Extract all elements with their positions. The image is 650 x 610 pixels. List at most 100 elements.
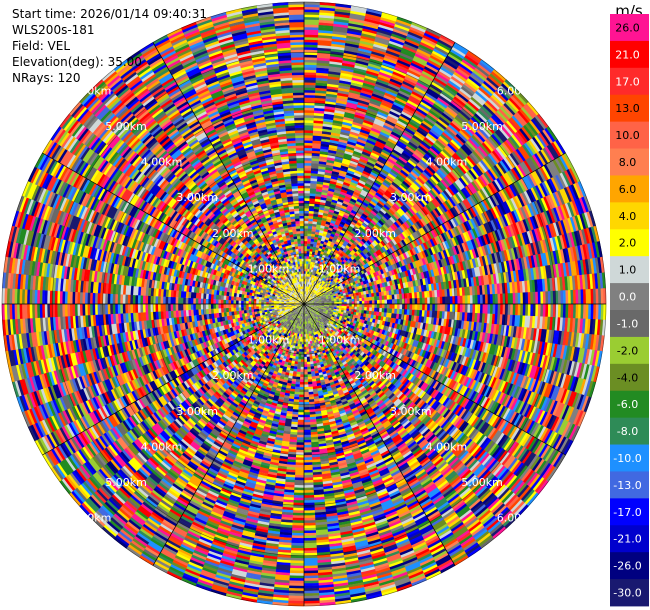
velocity-gate bbox=[328, 65, 342, 71]
velocity-gate bbox=[434, 297, 438, 305]
velocity-gate bbox=[304, 16, 320, 20]
velocity-gate bbox=[346, 172, 354, 178]
velocity-gate bbox=[481, 82, 495, 95]
velocity-gate bbox=[307, 289, 310, 293]
velocity-gate bbox=[355, 230, 362, 236]
velocity-gate bbox=[391, 166, 401, 174]
velocity-gate bbox=[435, 139, 446, 149]
velocity-gate bbox=[348, 22, 364, 29]
velocity-gate bbox=[361, 222, 368, 228]
velocity-gate bbox=[342, 225, 349, 230]
velocity-gate bbox=[416, 48, 432, 58]
velocity-gate bbox=[304, 72, 317, 76]
velocity-gate bbox=[446, 106, 459, 117]
velocity-gate bbox=[424, 30, 441, 40]
velocity-gate bbox=[368, 134, 379, 141]
velocity-gate bbox=[381, 99, 394, 107]
velocity-gate bbox=[310, 269, 314, 273]
velocity-gate bbox=[398, 115, 411, 124]
velocity-gate bbox=[364, 208, 371, 215]
velocity-gate bbox=[468, 98, 482, 110]
velocity-gate bbox=[453, 96, 467, 107]
velocity-gate bbox=[369, 304, 373, 308]
velocity-gate bbox=[388, 80, 402, 89]
velocity-gate bbox=[338, 196, 345, 201]
velocity-gate bbox=[441, 112, 454, 123]
velocity-gate bbox=[441, 64, 456, 75]
velocity-gate bbox=[344, 257, 349, 262]
velocity-gate bbox=[399, 184, 408, 192]
velocity-gate bbox=[311, 228, 316, 232]
velocity-gate bbox=[384, 212, 392, 219]
velocity-gate bbox=[358, 179, 366, 186]
velocity-gate bbox=[404, 76, 418, 85]
velocity-gate bbox=[317, 260, 321, 265]
velocity-gate bbox=[304, 11, 320, 15]
velocity-gate bbox=[346, 101, 358, 108]
velocity-gate bbox=[305, 293, 307, 297]
velocity-gate bbox=[304, 114, 315, 118]
velocity-gate bbox=[351, 249, 356, 255]
velocity-gate bbox=[403, 42, 419, 52]
velocity-gate bbox=[358, 42, 374, 49]
velocity-gate bbox=[353, 150, 363, 157]
velocity-gate bbox=[354, 111, 366, 118]
velocity-gate bbox=[330, 233, 335, 238]
velocity-gate bbox=[312, 140, 322, 144]
velocity-gate bbox=[327, 73, 341, 78]
velocity-gate bbox=[446, 55, 461, 66]
velocity-gate bbox=[327, 78, 340, 83]
velocity-gate bbox=[311, 291, 314, 295]
velocity-gate bbox=[315, 285, 319, 289]
velocity-gate bbox=[433, 141, 445, 151]
velocity-gate bbox=[384, 177, 394, 184]
velocity-gate bbox=[306, 286, 308, 290]
velocity-gate bbox=[311, 155, 320, 159]
velocity-gate bbox=[307, 278, 310, 282]
velocity-gate bbox=[367, 65, 381, 72]
velocity-gate bbox=[346, 218, 353, 224]
velocity-gate bbox=[304, 187, 311, 191]
velocity-gate bbox=[336, 94, 349, 100]
velocity-gate bbox=[442, 88, 456, 99]
velocity-gate bbox=[310, 277, 313, 281]
velocity-gate bbox=[435, 43, 451, 54]
velocity-gate bbox=[366, 192, 375, 199]
velocity-gate bbox=[397, 299, 400, 305]
velocity-gate bbox=[358, 207, 365, 214]
velocity-gate bbox=[449, 77, 463, 89]
velocity-gate bbox=[334, 232, 340, 237]
velocity-gate bbox=[413, 151, 424, 160]
velocity-gate bbox=[337, 225, 344, 231]
velocity-gate bbox=[449, 121, 462, 133]
velocity-gate bbox=[371, 93, 384, 100]
velocity-gate bbox=[310, 294, 313, 297]
velocity-gate bbox=[353, 116, 365, 123]
velocity-gate bbox=[310, 178, 318, 182]
velocity-gate bbox=[335, 102, 347, 108]
velocity-gate bbox=[410, 137, 422, 146]
velocity-gate bbox=[334, 208, 341, 213]
velocity-gate bbox=[333, 234, 339, 239]
velocity-gate bbox=[386, 200, 394, 207]
velocity-gate bbox=[309, 296, 312, 299]
velocity-gate bbox=[304, 147, 313, 151]
velocity-gate bbox=[417, 46, 433, 56]
velocity-gate bbox=[464, 104, 477, 116]
velocity-gate bbox=[304, 99, 315, 103]
velocity-gate bbox=[443, 59, 459, 70]
velocity-gate bbox=[457, 295, 461, 305]
velocity-gate bbox=[439, 92, 453, 103]
velocity-gate bbox=[386, 140, 397, 148]
velocity-gate bbox=[414, 109, 427, 119]
velocity-gate bbox=[341, 227, 348, 233]
velocity-gate bbox=[360, 175, 369, 181]
velocity-gate bbox=[346, 35, 361, 41]
velocity-gate bbox=[304, 180, 311, 184]
velocity-gate bbox=[321, 280, 325, 284]
velocity-gate bbox=[304, 293, 306, 297]
velocity-gate bbox=[310, 294, 314, 297]
velocity-gate bbox=[304, 74, 317, 78]
velocity-gate bbox=[366, 178, 375, 185]
velocity-gate bbox=[339, 193, 346, 199]
